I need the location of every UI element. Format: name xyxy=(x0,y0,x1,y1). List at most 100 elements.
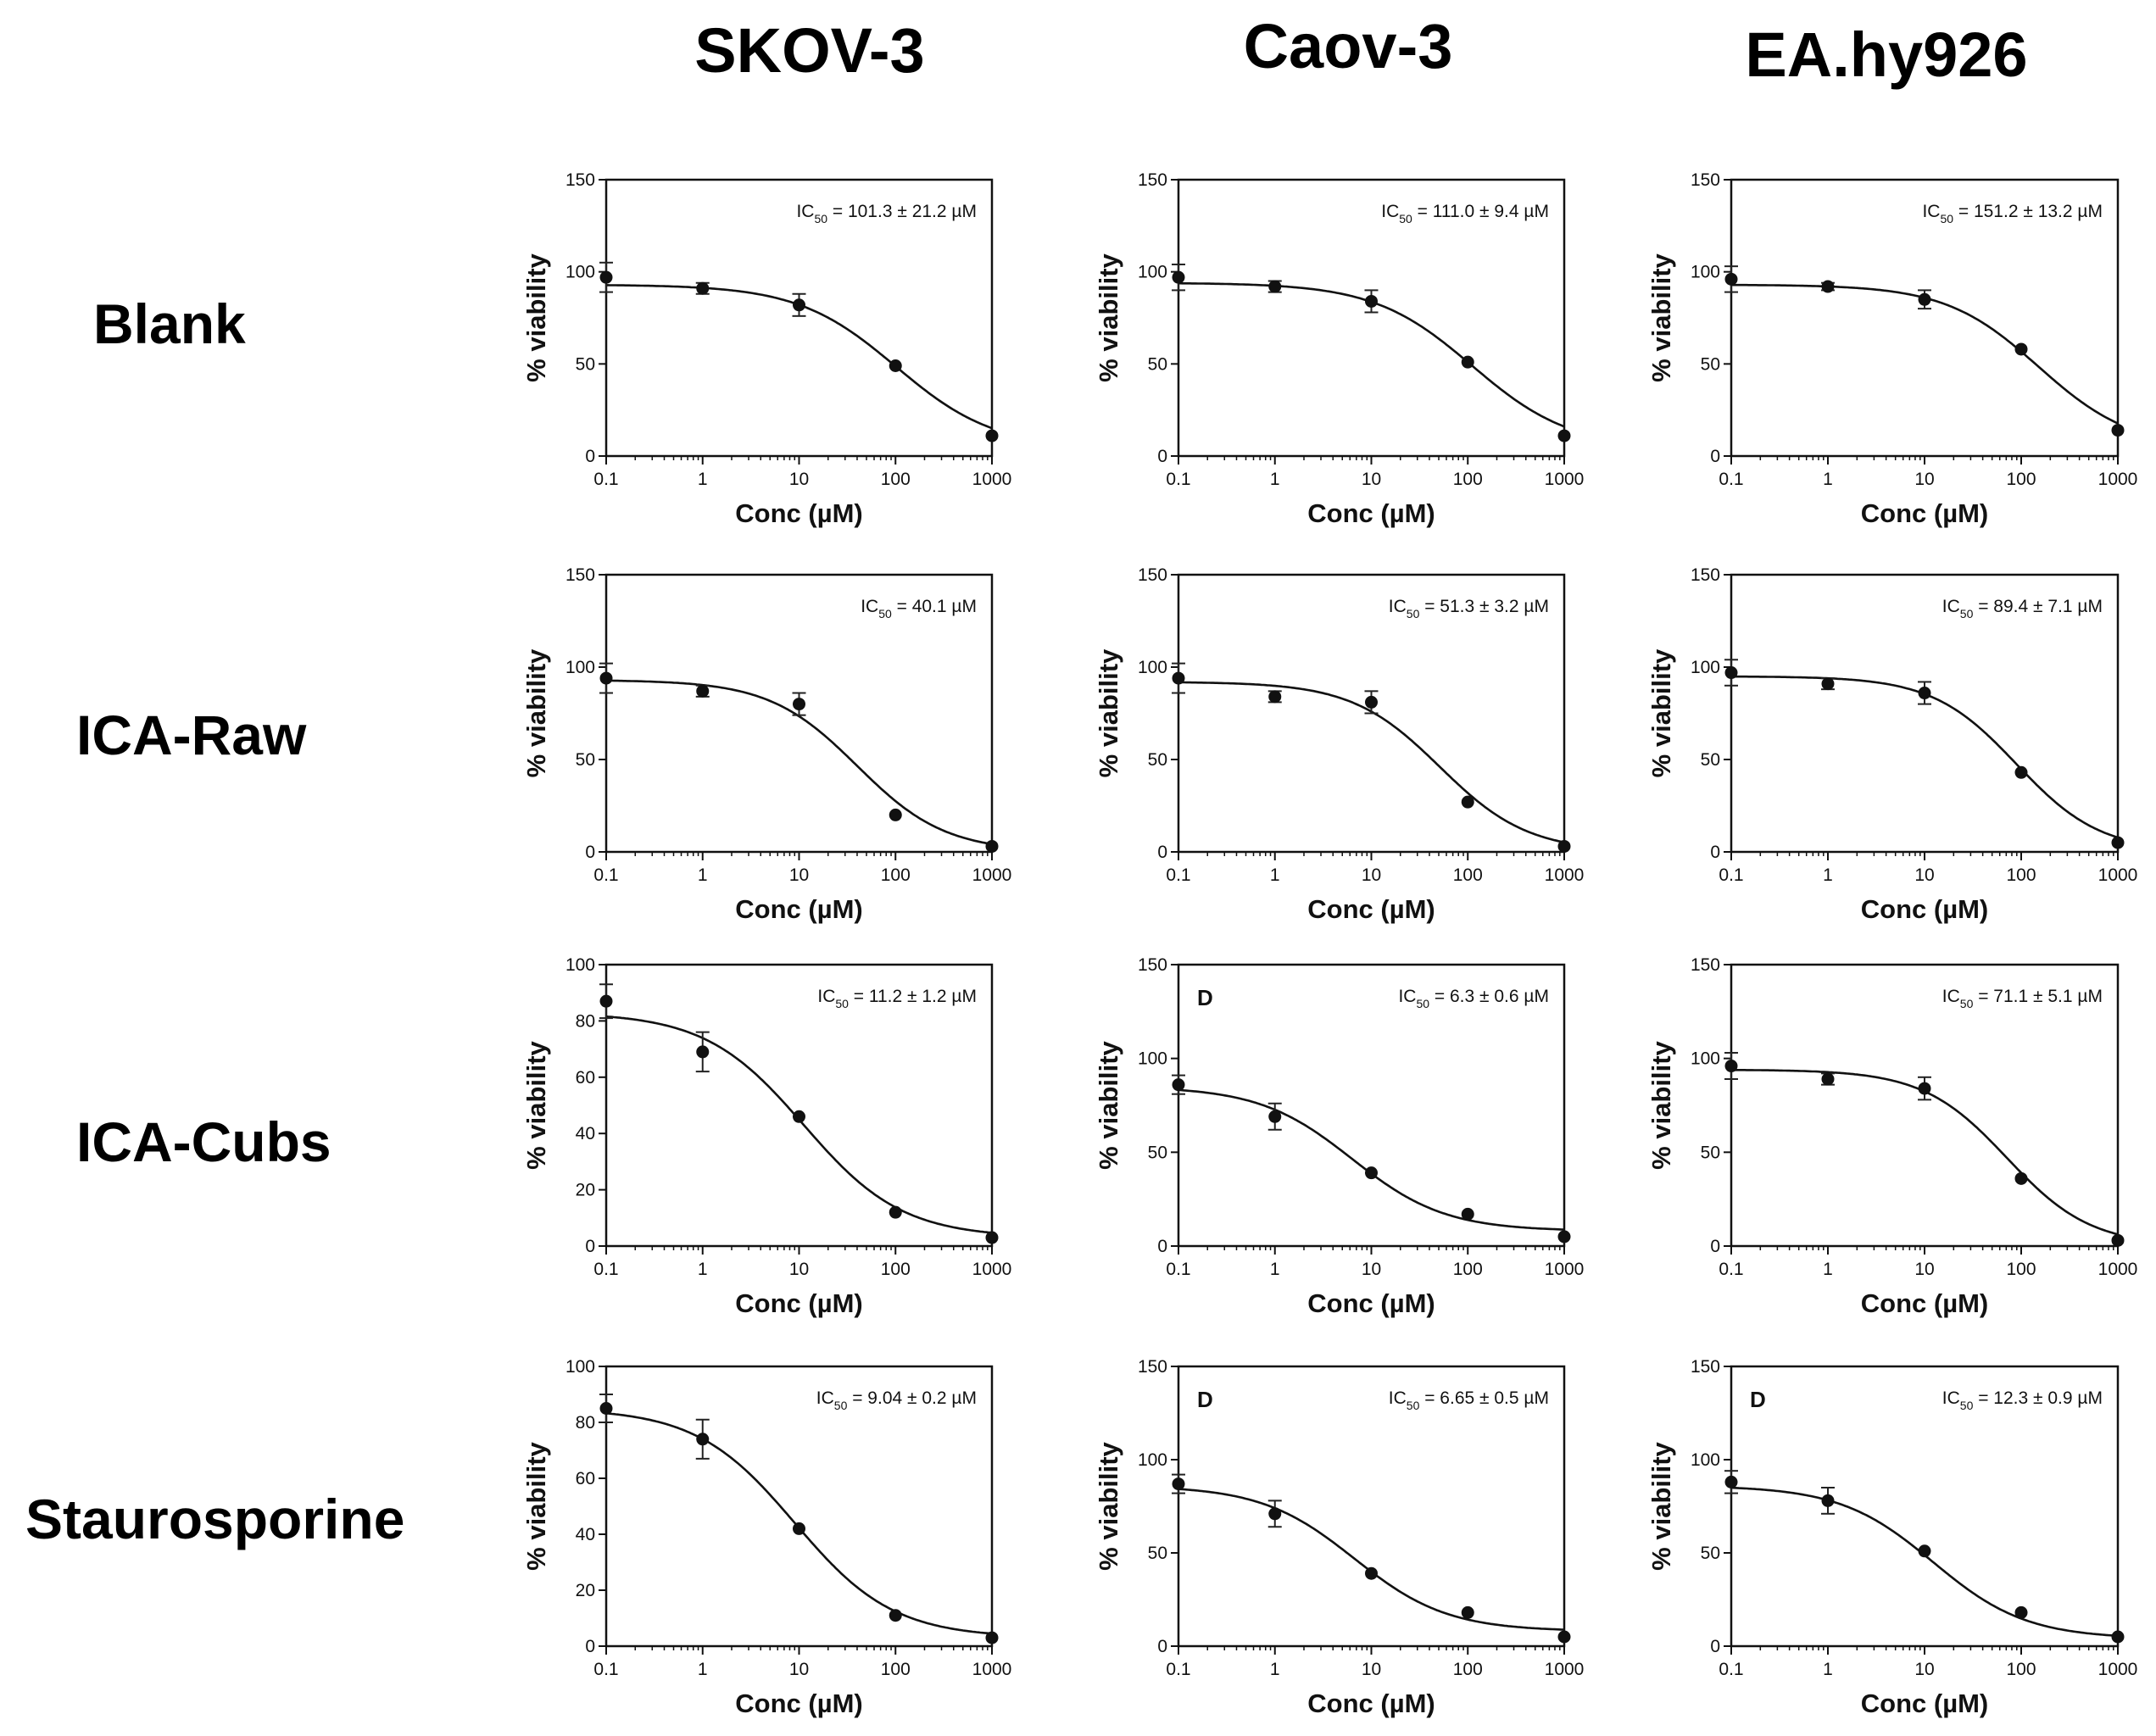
ic50-subscript: 50 xyxy=(1940,212,1953,225)
x-tick-label: 1000 xyxy=(1545,865,1585,885)
y-tick-label: 50 xyxy=(1148,354,1167,374)
column-title-skov3: SKOV-3 xyxy=(694,15,924,86)
y-tick-label: 100 xyxy=(565,658,595,677)
fit-curve xyxy=(1178,1088,1564,1231)
data-point xyxy=(985,839,999,853)
ic50-value: = 6.65 ± 0.5 µM xyxy=(1419,1388,1549,1408)
y-tick-label: 100 xyxy=(1138,1450,1167,1470)
ic50-value: = 71.1 ± 5.1 µM xyxy=(1973,987,2103,1006)
ic50-annotation: IC50 = 12.3 ± 0.9 µM xyxy=(1942,1388,2103,1412)
x-axis-label: Conc (µM) xyxy=(1307,498,1435,528)
x-tick-label: 1000 xyxy=(1545,1260,1585,1279)
y-axis-label: % viability xyxy=(1094,648,1123,777)
x-tick-label: 1 xyxy=(1823,470,1833,489)
y-tick-label: 50 xyxy=(1148,1143,1167,1162)
panel-8: 0 50 100 150 0.1 1 10 100 1000 Conc (µM) % viabili… xyxy=(1646,955,2137,1318)
x-axis-label: Conc (µM) xyxy=(1861,1689,1988,1718)
panel-10: 0 50 100 150 0.1 1 10 100 1000 Conc (µM) % viabili… xyxy=(1094,1357,1584,1718)
y-tick-label: 50 xyxy=(1701,750,1720,770)
plot-frame xyxy=(1730,1365,2120,1648)
ic50-value: = 12.3 ± 0.9 µM xyxy=(1973,1388,2103,1408)
ic50-ic: IC xyxy=(1398,987,1416,1006)
y-axis-label: % viability xyxy=(521,1441,551,1570)
panel-4: 0 50 100 150 0.1 1 10 100 1000 Conc (µM) % viabili… xyxy=(1094,565,1584,924)
y-tick-label: 0 xyxy=(1710,1637,1720,1656)
y-tick-label: 0 xyxy=(585,843,595,862)
data-point xyxy=(599,270,613,284)
row-title-blank: Blank xyxy=(93,292,246,355)
data-point xyxy=(599,994,613,1008)
data-point xyxy=(599,671,613,685)
fit-curve xyxy=(605,679,993,846)
y-tick-label: 100 xyxy=(1138,1049,1167,1069)
x-tick-label: 1 xyxy=(698,470,708,489)
ic50-annotation: IC50 = 89.4 ± 7.1 µM xyxy=(1942,597,2103,620)
data-point xyxy=(2014,1171,2028,1185)
data-point xyxy=(2111,424,2125,437)
y-axis-label: % viability xyxy=(1094,253,1123,381)
x-tick-label: 1 xyxy=(698,865,708,885)
data-point xyxy=(889,1609,902,1622)
y-tick-label: 100 xyxy=(565,263,595,282)
data-point xyxy=(889,359,902,373)
y-axis-label: % viability xyxy=(1094,1040,1123,1169)
y-axis-label: % viability xyxy=(1646,1040,1676,1169)
x-tick-label: 0.1 xyxy=(1719,470,1743,489)
x-tick-label: 0.1 xyxy=(1166,1660,1190,1679)
ic50-ic: IC xyxy=(1942,597,1960,616)
x-tick-label: 100 xyxy=(1453,470,1483,489)
ic50-annotation: IC50 = 11.2 ± 1.2 µM xyxy=(817,987,977,1010)
data-point xyxy=(1365,695,1378,709)
data-point xyxy=(1724,1060,1738,1073)
data-point xyxy=(1461,795,1474,809)
panel-2: 0 50 100 150 0.1 1 10 100 1000 Conc (µM) % viabili… xyxy=(1646,170,2137,528)
ic50-value: = 6.3 ± 0.6 µM xyxy=(1429,987,1549,1006)
data-point xyxy=(2014,1605,2028,1619)
data-point xyxy=(793,298,805,312)
x-tick-label: 10 xyxy=(1914,1260,1934,1279)
ic50-ic: IC xyxy=(1922,202,1940,221)
x-tick-label: 0.1 xyxy=(593,1660,618,1679)
x-tick-label: 10 xyxy=(1914,470,1934,489)
y-tick-label: 80 xyxy=(576,1011,595,1031)
y-tick-label: 0 xyxy=(585,1237,595,1256)
y-tick-label: 100 xyxy=(1138,658,1167,677)
panel-letter: D xyxy=(1197,1387,1213,1412)
data-point xyxy=(2111,1233,2125,1247)
x-tick-label: 0.1 xyxy=(1166,865,1190,885)
y-tick-label: 20 xyxy=(576,1581,595,1600)
y-tick-label: 150 xyxy=(1691,170,1720,190)
panel-letter: D xyxy=(1197,985,1213,1010)
ic50-ic: IC xyxy=(1381,202,1399,221)
data-point xyxy=(2014,765,2028,779)
ic50-value: = 11.2 ± 1.2 µM xyxy=(849,987,977,1006)
data-point xyxy=(889,1205,902,1219)
y-tick-label: 0 xyxy=(585,1637,595,1656)
panel-11: 0 50 100 150 0.1 1 10 100 1000 Conc (µM) % viabili… xyxy=(1646,1357,2137,1718)
data-point xyxy=(1724,666,1738,680)
x-tick-label: 10 xyxy=(789,1260,809,1279)
y-axis-label: % viability xyxy=(1646,253,1676,381)
panel-0: 0 50 100 150 0.1 1 10 100 1000 Conc (µM) % viabili… xyxy=(521,170,1011,528)
fit-curve xyxy=(1178,1488,1564,1631)
data-point xyxy=(793,698,805,711)
x-tick-label: 1 xyxy=(1823,1260,1833,1279)
x-tick-label: 1000 xyxy=(1545,1660,1585,1679)
y-tick-label: 40 xyxy=(576,1124,595,1143)
ic50-value: = 51.3 ± 3.2 µM xyxy=(1419,597,1549,616)
y-axis-label: % viability xyxy=(1646,1441,1676,1570)
data-point xyxy=(985,1231,999,1244)
data-point xyxy=(1918,1544,1931,1558)
y-tick-label: 50 xyxy=(1701,1143,1720,1162)
panel-6: 0 20 40 60 80 100 0.1 1 10 100 1000 Conc (µM) % viab… xyxy=(521,955,1011,1318)
x-tick-label: 0.1 xyxy=(1719,1260,1743,1279)
x-tick-label: 10 xyxy=(1362,470,1381,489)
x-tick-label: 100 xyxy=(1453,1260,1483,1279)
x-axis-label: Conc (µM) xyxy=(1861,1288,1988,1318)
ic50-value: = 40.1 µM xyxy=(892,597,977,616)
fit-curve xyxy=(605,1015,993,1234)
row-title-staurosporine: Staurosporine xyxy=(25,1488,404,1550)
data-point xyxy=(1461,1605,1474,1619)
data-point xyxy=(1268,280,1282,293)
x-axis-label: Conc (µM) xyxy=(735,1288,862,1318)
